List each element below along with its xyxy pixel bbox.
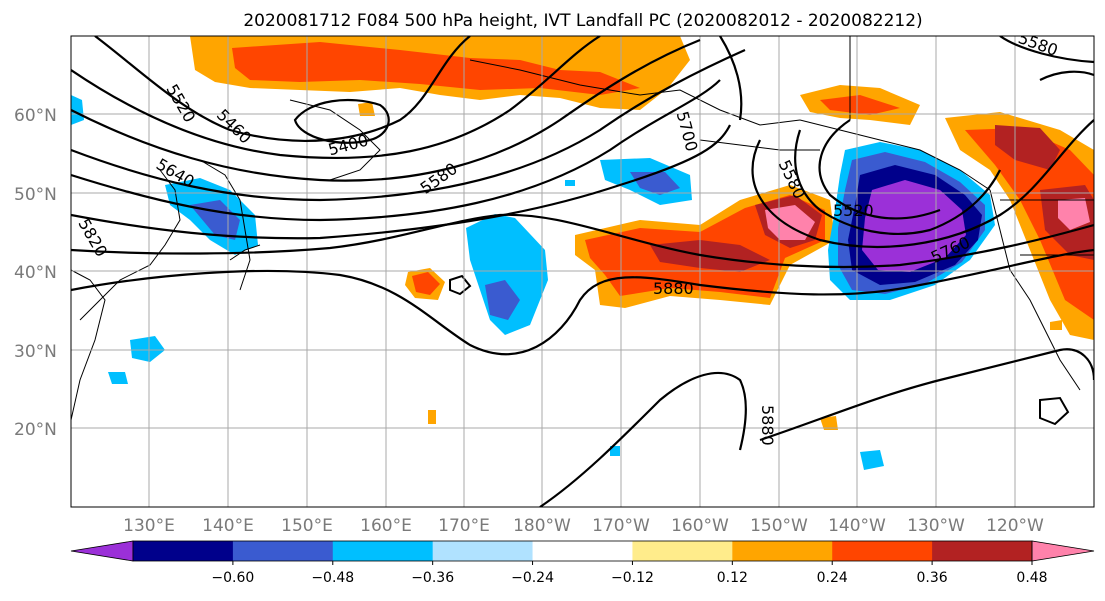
lon-label: 180°W (513, 516, 571, 536)
map-panel: 5520 5460 5400 5580 5640 5820 5700 5580 … (71, 36, 1094, 507)
colorbar-segment (432, 541, 534, 561)
lat-label: 60°N (14, 106, 57, 126)
colorbar-segment (532, 541, 633, 561)
lat-label: 40°N (14, 263, 57, 283)
latitude-labels: 60°N 50°N 40°N 30°N 20°N (14, 106, 57, 440)
positive-anomaly-arctic-core (232, 42, 640, 95)
colorbar-segment (232, 541, 334, 561)
colorbar-tick-label: 0.24 (817, 570, 848, 586)
lon-label: 120°W (986, 516, 1044, 536)
colorbar-segment (332, 541, 434, 561)
colorbar-tick-label: 0.36 (917, 570, 948, 586)
colorbar-tick-label: 0.48 (1016, 570, 1047, 586)
lon-label: 130°E (123, 516, 175, 536)
height-contours (71, 36, 1094, 507)
colorbar-segment (632, 541, 733, 561)
lon-label: 170°W (592, 516, 650, 536)
lon-label: 150°W (750, 516, 808, 536)
lat-label: 20°N (14, 420, 57, 440)
colorbar-frame (132, 540, 1033, 562)
negative-anomaly-dateline (466, 214, 548, 335)
map-frame (70, 35, 1095, 508)
colorbar-tick-label: −0.48 (311, 570, 354, 586)
negative-anomaly-min (862, 180, 966, 272)
lon-label: 160°W (671, 516, 729, 536)
lon-label: 130°W (907, 516, 965, 536)
colorbar-extend-high (1031, 540, 1095, 562)
colorbar-tick-label: −0.36 (411, 570, 454, 586)
positive-anomaly-max-pacific (765, 205, 815, 240)
longitude-labels: 130°E 140°E 150°E 160°E 170°E 180°W 170°… (123, 516, 1044, 536)
lon-label: 160°E (360, 516, 412, 536)
colorbar: −0.60 −0.48 −0.36 −0.24 −0.12 0.12 0.24 0.36 0.4… (70, 540, 1095, 586)
colorbar-tick-label: −0.12 (611, 570, 654, 586)
lat-label: 30°N (14, 342, 57, 362)
lon-label: 140°W (828, 516, 886, 536)
colorbar-extend-low (70, 540, 134, 562)
coastlines (71, 36, 1094, 426)
map-title: 2020081712 F084 500 hPa height, IVT Land… (243, 11, 922, 31)
colorbar-segment (732, 541, 833, 561)
colorbar-tick-label: −0.60 (211, 570, 254, 586)
colorbar-segment (932, 541, 1033, 561)
ivt-shading (71, 36, 1094, 470)
lon-label: 150°E (281, 516, 333, 536)
colorbar-segment (133, 541, 234, 561)
contour-label: 5520 (833, 201, 874, 220)
lon-label: 140°E (202, 516, 254, 536)
positive-anomaly-max-canada (1058, 198, 1090, 230)
lon-label: 170°E (438, 516, 490, 536)
contour-label: 5880 (653, 279, 694, 298)
colorbar-tick-label: 0.12 (717, 570, 748, 586)
colorbar-tick-label: −0.24 (511, 570, 554, 586)
lat-label: 50°N (14, 185, 57, 205)
contour-label: 5880 (758, 405, 777, 446)
colorbar-segment (832, 541, 933, 561)
